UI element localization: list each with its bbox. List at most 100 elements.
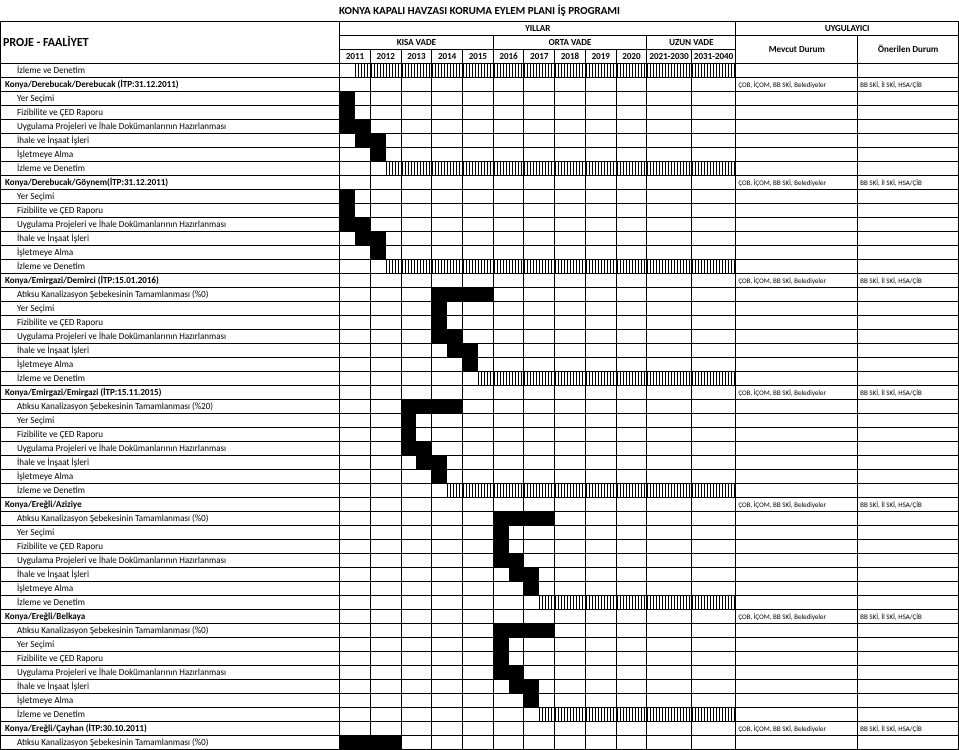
gantt-cell — [340, 596, 371, 610]
row-label: Uygulama Projeleri ve İhale Dokümanların… — [1, 666, 340, 680]
hdr-year: 2012 — [370, 50, 401, 64]
row-label: İhale ve İnşaat İşleri — [1, 456, 340, 470]
oner-cell — [858, 652, 959, 666]
gantt-cell — [370, 302, 401, 316]
gantt-bar — [494, 540, 509, 553]
gantt-cell — [555, 246, 586, 260]
gantt-cell — [401, 106, 432, 120]
row-label: İhale ve İnşaat İşleri — [1, 680, 340, 694]
gantt-cell — [462, 344, 493, 358]
gantt-bar — [340, 190, 355, 203]
gantt-cell — [432, 344, 463, 358]
gantt-cell — [524, 148, 555, 162]
mevcut-cell — [736, 92, 858, 106]
gantt-cell — [493, 134, 524, 148]
gantt-cell — [401, 708, 432, 722]
gantt-cell — [340, 316, 371, 330]
gantt-cell — [555, 204, 586, 218]
gantt-cell — [616, 260, 647, 274]
row-label: Yer Seçimi — [1, 92, 340, 106]
gantt-cell — [585, 218, 616, 232]
gantt-bar — [494, 652, 509, 665]
gantt-cell — [585, 484, 616, 498]
gantt-bar — [371, 246, 386, 259]
gantt-bar — [432, 302, 447, 315]
gantt-cell — [524, 736, 555, 750]
gantt-bar — [371, 148, 386, 161]
gantt-cell — [401, 554, 432, 568]
gantt-cell — [432, 596, 463, 610]
gantt-bar — [692, 372, 736, 385]
gantt-cell — [370, 162, 401, 176]
gantt-cell — [585, 680, 616, 694]
gantt-cell — [462, 400, 493, 414]
oner-cell — [858, 442, 959, 456]
mevcut-cell — [736, 190, 858, 204]
row-label: Yer Seçimi — [1, 302, 340, 316]
gantt-bar — [555, 596, 585, 609]
hdr-year: 2015 — [462, 50, 493, 64]
gantt-cell — [524, 134, 555, 148]
gantt-cell — [401, 372, 432, 386]
gantt-cell — [432, 218, 463, 232]
gantt-cell — [616, 316, 647, 330]
mevcut-cell — [736, 680, 858, 694]
gantt-cell — [340, 190, 371, 204]
gantt-cell — [524, 190, 555, 204]
gantt-cell — [370, 190, 401, 204]
gantt-cell — [370, 554, 401, 568]
gantt-cell — [524, 428, 555, 442]
gantt-bar — [617, 372, 647, 385]
gantt-cell — [340, 498, 371, 512]
mevcut-cell: ÇOB, İÇOM, BB SKİ, Belediyeler — [736, 722, 858, 736]
gantt-cell — [616, 512, 647, 526]
gantt-cell — [691, 92, 736, 106]
gantt-cell — [691, 442, 736, 456]
gantt-cell — [555, 92, 586, 106]
gantt-cell — [691, 260, 736, 274]
gantt-cell — [493, 232, 524, 246]
gantt-cell — [585, 568, 616, 582]
oner-cell — [858, 540, 959, 554]
gantt-cell — [340, 722, 371, 736]
gantt-bar — [509, 568, 524, 581]
gantt-cell — [462, 610, 493, 624]
mevcut-cell — [736, 708, 858, 722]
gantt-cell — [340, 484, 371, 498]
gantt-cell — [585, 330, 616, 344]
gantt-cell — [691, 596, 736, 610]
hdr-year: 2021-2030 — [647, 50, 692, 64]
mevcut-cell — [736, 442, 858, 456]
gantt-cell — [432, 624, 463, 638]
gantt-cell — [493, 694, 524, 708]
gantt-cell — [616, 540, 647, 554]
gantt-cell — [370, 582, 401, 596]
gantt-cell — [493, 190, 524, 204]
gantt-cell — [432, 302, 463, 316]
gantt-cell — [524, 400, 555, 414]
gantt-cell — [524, 92, 555, 106]
oner-cell — [858, 596, 959, 610]
oner-cell: BB SKİ, İl SKİ, HSA/ÇİB — [858, 78, 959, 92]
hdr-year: 2031-2040 — [691, 50, 736, 64]
gantt-cell — [401, 288, 432, 302]
gantt-cell — [555, 400, 586, 414]
gantt-bar — [432, 470, 447, 483]
gantt-cell — [401, 638, 432, 652]
gantt-bar — [647, 64, 691, 77]
gantt-cell — [493, 498, 524, 512]
gantt-cell — [585, 162, 616, 176]
gantt-bar — [463, 288, 493, 301]
gantt-cell — [585, 386, 616, 400]
gantt-cell — [647, 78, 692, 92]
gantt-cell — [616, 176, 647, 190]
gantt-cell — [691, 708, 736, 722]
gantt-cell — [370, 344, 401, 358]
gantt-cell — [493, 624, 524, 638]
gantt-cell — [647, 64, 692, 78]
gantt-cell — [585, 232, 616, 246]
gantt-bar — [617, 260, 647, 273]
gantt-cell — [647, 610, 692, 624]
gantt-cell — [691, 554, 736, 568]
gantt-cell — [493, 302, 524, 316]
